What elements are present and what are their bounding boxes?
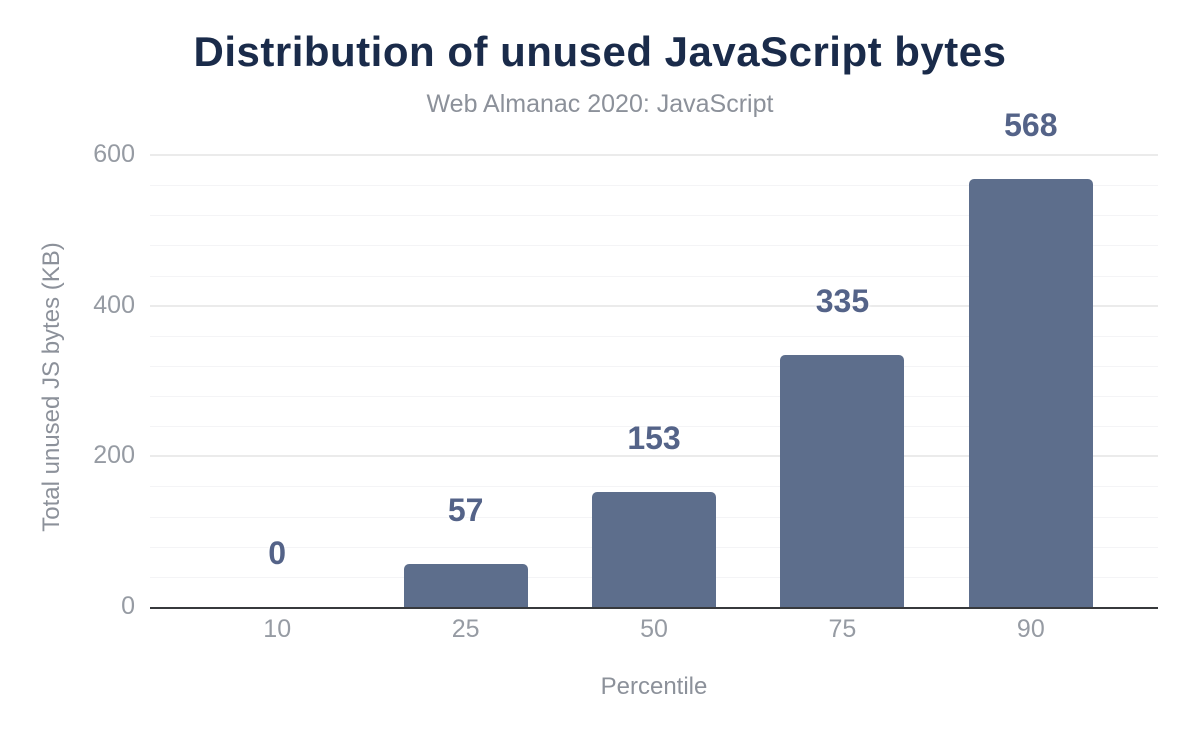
- y-tick-label: 0: [121, 592, 135, 620]
- major-gridline: [150, 304, 1158, 307]
- bar-slot: 568: [937, 109, 1125, 607]
- minor-gridline: [150, 426, 1158, 428]
- x-tick-label: 25: [451, 615, 480, 643]
- x-tick-label: 10: [263, 615, 292, 643]
- bar-slot: 0: [183, 140, 371, 607]
- y-tick-label: 200: [93, 441, 135, 470]
- major-gridline: [150, 154, 1158, 157]
- y-tick-label: 600: [93, 140, 135, 169]
- x-tick-label: 90: [1016, 615, 1045, 643]
- minor-gridline: [150, 185, 1158, 187]
- bar[interactable]: [968, 179, 1093, 607]
- bar-value-label: 57: [447, 492, 484, 529]
- chart-title: Distribution of unused JavaScript bytes: [193, 28, 1007, 75]
- minor-gridline: [150, 396, 1158, 398]
- minor-gridline: [150, 335, 1158, 337]
- major-gridline: [150, 455, 1158, 458]
- bar-slot: 57: [371, 140, 559, 607]
- bar-slot: 335: [748, 140, 936, 607]
- plot-area: 0 200 400 600 0 57 153 335 568: [93, 109, 1158, 619]
- x-tick-label: 75: [828, 615, 857, 643]
- minor-gridline: [150, 245, 1158, 247]
- y-tick-label: 400: [93, 290, 135, 319]
- minor-gridline: [150, 486, 1158, 488]
- minor-gridline: [150, 275, 1158, 277]
- chart-subtitle: Web Almanac 2020: JavaScript: [426, 90, 774, 118]
- y-axis-title-text: Total unused JS bytes (KB): [38, 242, 65, 532]
- bars-row: 0 57 153 335 568: [150, 109, 1158, 607]
- bar[interactable]: [403, 564, 528, 607]
- bar-value-label: 153: [627, 419, 681, 456]
- minor-gridline: [150, 365, 1158, 367]
- bar[interactable]: [780, 354, 905, 607]
- x-tick-label: 50: [640, 615, 668, 643]
- bar[interactable]: [592, 491, 717, 607]
- bar-value-label: 568: [1004, 107, 1058, 144]
- bar-value-label: 335: [815, 282, 870, 319]
- x-axis-labels: 10 25 50 75 90: [150, 615, 1158, 643]
- bar-slot: 153: [560, 140, 748, 607]
- x-axis-title: Percentile: [600, 673, 708, 700]
- bar-value-label: 0: [268, 535, 287, 571]
- minor-gridline: [150, 215, 1158, 217]
